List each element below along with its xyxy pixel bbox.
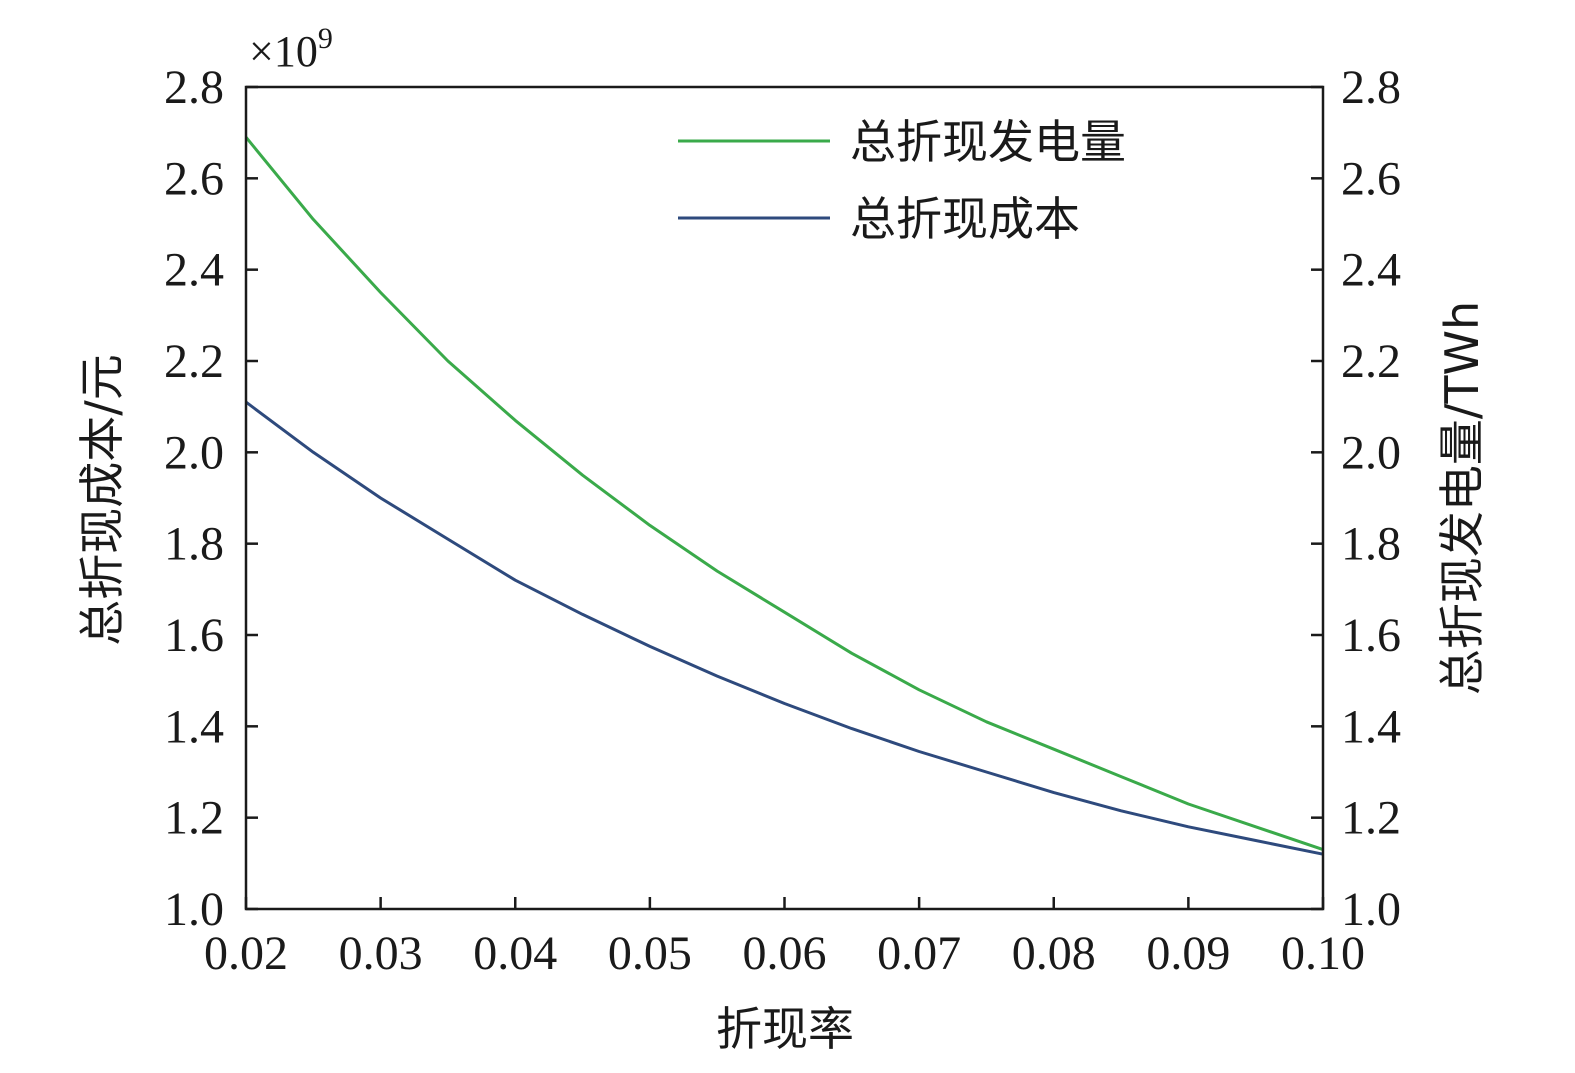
x-tick-label: 0.08 [1012,927,1096,980]
series-line-generation [244,136,1324,852]
left-y-tick-label: 1.6 [164,609,224,662]
left-axis-multiplier: ×109 [249,22,333,76]
x-tick-label: 0.03 [339,927,423,980]
left-y-tick-label: 2.8 [164,61,224,114]
x-tick-label: 0.05 [608,927,692,980]
plot-frame [244,85,1325,911]
legend-label-generation: 总折现发电量 [850,115,1126,169]
left-y-tick-label: 1.0 [164,883,224,936]
right-y-tick-label: 1.2 [1341,792,1401,845]
right-y-tick-label: 2.2 [1341,335,1401,388]
right-y-tick-label: 1.8 [1341,518,1401,571]
right-axis-label: 总折现发电量/TWh [1435,301,1489,695]
right-y-tick-label: 2.8 [1341,61,1401,114]
tick-layer: 0.02 0.03 0.04 0.05 0.06 0.07 0.08 0.09 0.101.0 1… [164,61,1401,980]
x-tick-label: 0.07 [877,927,961,980]
x-tick-label: 0.09 [1146,927,1230,980]
right-y-tick-label: 1.0 [1341,883,1401,936]
left-y-tick-label: 2.6 [164,152,224,205]
series-layer [244,136,1324,856]
x-tick-label: 0.10 [1281,927,1365,980]
left-y-tick-label: 2.2 [164,335,224,388]
left-y-tick-label: 2.4 [164,244,224,297]
legend: 总折现发电量 总折现成本 [678,115,1126,246]
left-y-tick-label: 1.4 [164,700,224,753]
right-y-tick-label: 1.4 [1341,700,1401,753]
left-y-tick-label: 2.0 [164,426,224,479]
series-line-cost [245,400,1324,856]
right-y-tick-label: 1.6 [1341,609,1401,662]
left-y-tick-label: 1.8 [164,518,224,571]
right-y-tick-label: 2.4 [1341,244,1401,297]
left-y-tick-label: 1.2 [164,792,224,845]
x-axis-label: 折现率 [716,1002,854,1056]
right-y-tick-label: 2.6 [1341,152,1401,205]
x-tick-label: 0.02 [204,927,288,980]
right-y-tick-label: 2.0 [1341,426,1401,479]
left-axis-label: 总折现成本/元 [75,354,129,646]
x-tick-label: 0.04 [473,927,557,980]
x-tick-label: 0.06 [743,927,827,980]
legend-label-cost: 总折现成本 [850,192,1080,246]
